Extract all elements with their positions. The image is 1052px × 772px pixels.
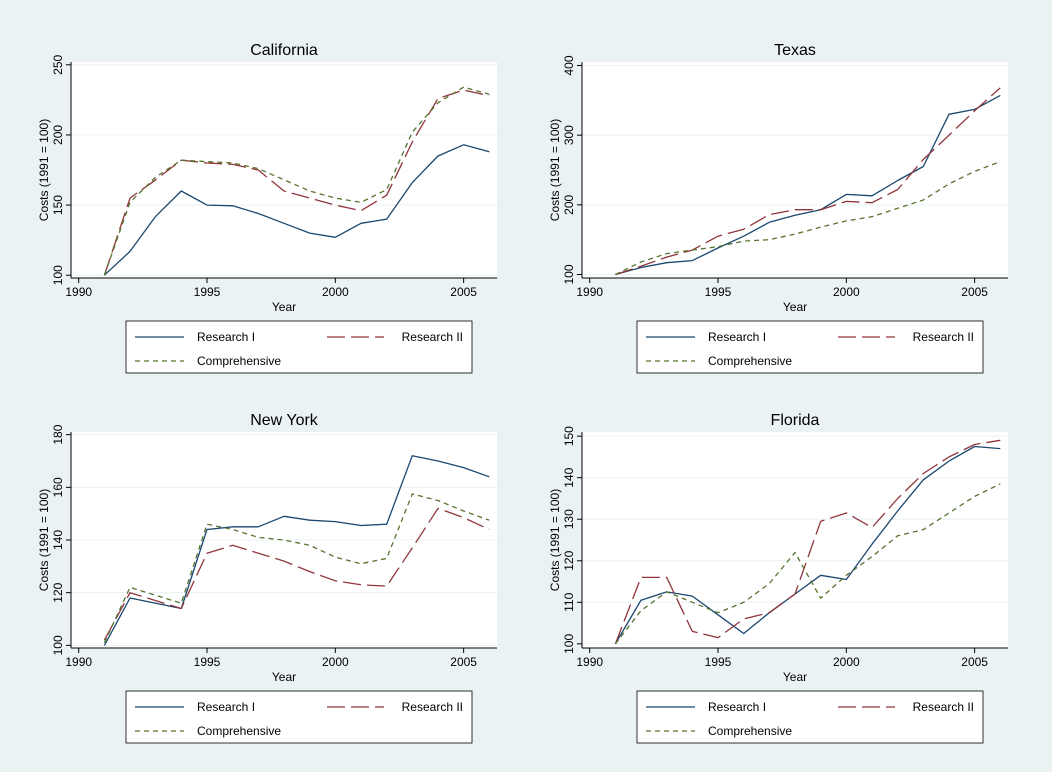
y-tick-label: 100	[51, 635, 65, 655]
legend-label: Comprehensive	[708, 724, 792, 738]
x-tick-label: 1990	[576, 655, 603, 669]
x-tick-label: 2000	[833, 285, 860, 299]
y-tick-label: 110	[562, 592, 576, 611]
legend-label: Comprehensive	[708, 354, 792, 368]
chart-panel-california: California 100 150 200 250 1990 1995 2000 2005 Ye…	[37, 42, 497, 374]
y-tick-label: 140	[51, 530, 65, 550]
chart-title: California	[250, 42, 318, 59]
legend-label: Research II	[402, 330, 463, 344]
x-tick-label: 2000	[833, 655, 860, 669]
chart-title: Florida	[771, 412, 820, 429]
series-line-research-ii	[614, 439, 1001, 645]
x-axis-label: Year	[783, 670, 807, 684]
y-tick-label: 200	[562, 195, 576, 215]
series-line-research-i	[103, 455, 490, 646]
y-tick-label: 100	[51, 265, 65, 285]
series-line-research-i	[103, 144, 490, 276]
y-tick-label: 400	[562, 55, 576, 75]
x-tick-label: 1990	[576, 285, 603, 299]
y-tick-label: 160	[51, 477, 65, 497]
y-tick-label: 150	[51, 195, 65, 215]
chart-panel-texas: Texas 100 200 300 400 1990 1995 2000 2005 Year Cos…	[548, 42, 1008, 374]
x-tick-label: 1990	[65, 655, 92, 669]
series-line-comprehensive	[614, 483, 1001, 645]
y-tick-label: 120	[51, 582, 65, 602]
legend-label: Research I	[708, 700, 766, 714]
legend-label: Research I	[197, 700, 255, 714]
x-tick-label: 2000	[322, 285, 349, 299]
y-tick-label: 140	[562, 467, 576, 487]
series-line-comprehensive	[103, 86, 490, 276]
y-axis-label: Costs (1991 = 100)	[37, 489, 51, 591]
legend-label: Comprehensive	[197, 724, 281, 738]
legend-label: Research I	[197, 330, 255, 344]
y-tick-label: 100	[562, 264, 576, 284]
legend-label: Research II	[913, 700, 974, 714]
x-tick-label: 2005	[450, 655, 477, 669]
legend: Research I Research II Comprehensive	[125, 690, 473, 744]
chart-panel-florida: Florida 100 110 120 130 140 150 1990 1995 2000 200…	[548, 412, 1008, 744]
x-axis-label: Year	[783, 300, 807, 314]
legend-box	[125, 320, 473, 374]
x-tick-label: 2000	[322, 655, 349, 669]
x-tick-label: 1995	[194, 285, 221, 299]
legend-box	[125, 690, 473, 744]
x-axis-label: Year	[272, 670, 296, 684]
series-line-comprehensive	[103, 493, 490, 643]
x-tick-label: 2005	[961, 655, 988, 669]
y-axis-label: Costs (1991 = 100)	[548, 489, 562, 591]
y-tick-label: 300	[562, 125, 576, 145]
legend-label: Research II	[402, 700, 463, 714]
legend-label: Research II	[913, 330, 974, 344]
legend-label: Research I	[708, 330, 766, 344]
x-tick-label: 1990	[65, 285, 92, 299]
y-tick-label: 180	[51, 424, 65, 444]
series-line-research-ii	[615, 87, 1001, 276]
chart-panels: California 100 150 200 250 1990 1995 2000 2005 Ye…	[37, 42, 1008, 744]
legend: Research I Research II Comprehensive	[636, 320, 984, 374]
legend: Research I Research II Comprehensive	[125, 320, 473, 374]
y-axis-label: Costs (1991 = 100)	[37, 119, 51, 221]
x-tick-label: 1995	[705, 285, 732, 299]
plot-area	[582, 62, 1008, 278]
y-tick-label: 130	[562, 509, 576, 529]
chart-title: Texas	[774, 42, 816, 59]
plot-area	[71, 62, 497, 278]
legend-label: Comprehensive	[197, 354, 281, 368]
x-axis-label: Year	[272, 300, 296, 314]
series-line-comprehensive	[615, 160, 1001, 276]
y-tick-label: 250	[51, 54, 65, 74]
plot-area	[582, 432, 1008, 648]
legend-box	[636, 320, 984, 374]
y-tick-label: 120	[562, 550, 576, 570]
chart-panel-new-york: New York 100 120 140 160 180 1990 1995 2000 2005 Y…	[37, 412, 497, 744]
y-tick-label: 150	[562, 426, 576, 446]
series-line-research-ii	[103, 89, 490, 276]
x-tick-label: 1995	[705, 655, 732, 669]
series-line-research-i	[614, 445, 1001, 645]
x-tick-label: 2005	[961, 285, 988, 299]
series-line-research-ii	[103, 507, 490, 641]
legend-box	[636, 690, 984, 744]
chart-title: New York	[250, 412, 319, 429]
x-tick-label: 1995	[194, 655, 221, 669]
legend: Research I Research II Comprehensive	[636, 690, 984, 744]
series-line-research-i	[615, 94, 1001, 276]
y-tick-label: 200	[51, 125, 65, 145]
x-tick-label: 2005	[450, 285, 477, 299]
y-axis-label: Costs (1991 = 100)	[548, 119, 562, 221]
y-tick-label: 100	[562, 634, 576, 654]
